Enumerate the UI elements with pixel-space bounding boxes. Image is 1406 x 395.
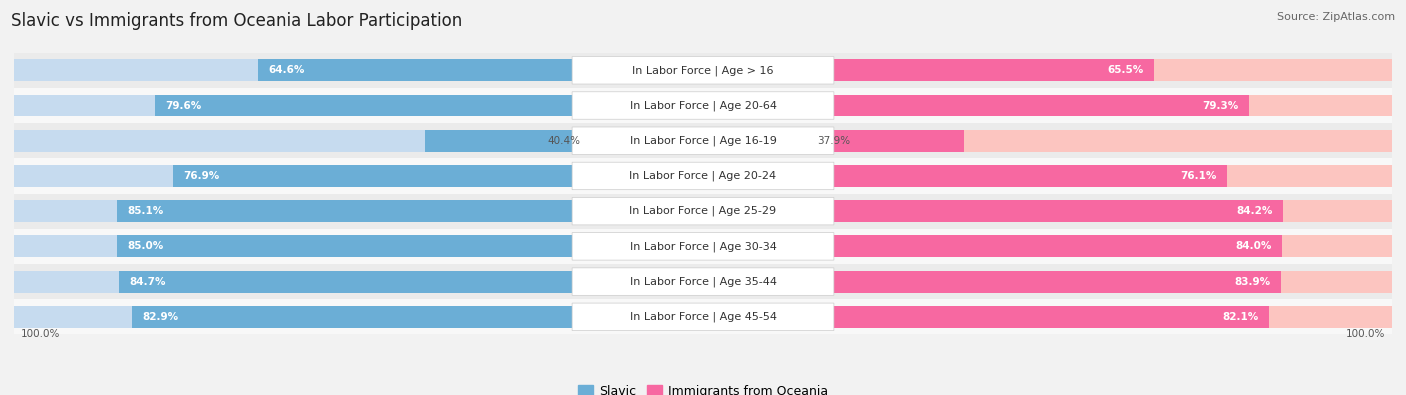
Text: 85.1%: 85.1% bbox=[127, 206, 163, 216]
Bar bbox=[703, 94, 1392, 117]
Text: 37.9%: 37.9% bbox=[817, 136, 851, 146]
Bar bbox=[703, 200, 1392, 222]
Bar bbox=[14, 88, 1392, 123]
FancyBboxPatch shape bbox=[572, 198, 834, 225]
Bar bbox=[14, 271, 703, 293]
Bar bbox=[120, 271, 703, 293]
Text: Slavic vs Immigrants from Oceania Labor Participation: Slavic vs Immigrants from Oceania Labor … bbox=[11, 12, 463, 30]
Text: 79.3%: 79.3% bbox=[1202, 100, 1239, 111]
Bar bbox=[703, 130, 965, 152]
Bar bbox=[703, 235, 1282, 257]
Bar bbox=[703, 94, 1250, 117]
Bar bbox=[14, 229, 1392, 264]
Bar bbox=[14, 94, 703, 117]
Bar bbox=[14, 306, 703, 328]
Bar bbox=[703, 130, 1392, 152]
Bar bbox=[257, 59, 703, 81]
Bar bbox=[14, 235, 703, 257]
Bar bbox=[14, 264, 1392, 299]
FancyBboxPatch shape bbox=[572, 162, 834, 190]
FancyBboxPatch shape bbox=[572, 303, 834, 331]
Text: In Labor Force | Age 35-44: In Labor Force | Age 35-44 bbox=[630, 276, 776, 287]
Text: 85.0%: 85.0% bbox=[128, 241, 165, 251]
Text: In Labor Force | Age 45-54: In Labor Force | Age 45-54 bbox=[630, 312, 776, 322]
Bar bbox=[117, 200, 703, 222]
Bar bbox=[14, 130, 703, 152]
FancyBboxPatch shape bbox=[572, 233, 834, 260]
Bar bbox=[425, 130, 703, 152]
Bar bbox=[703, 59, 1392, 81]
Bar bbox=[703, 165, 1227, 187]
Text: 100.0%: 100.0% bbox=[21, 329, 60, 339]
Bar bbox=[132, 306, 703, 328]
Bar bbox=[703, 306, 1268, 328]
Text: 76.9%: 76.9% bbox=[184, 171, 219, 181]
Text: 84.7%: 84.7% bbox=[129, 276, 166, 287]
Legend: Slavic, Immigrants from Oceania: Slavic, Immigrants from Oceania bbox=[578, 385, 828, 395]
FancyBboxPatch shape bbox=[572, 268, 834, 295]
Bar bbox=[14, 158, 1392, 194]
Bar bbox=[117, 235, 703, 257]
Text: 40.4%: 40.4% bbox=[547, 136, 581, 146]
Text: 82.9%: 82.9% bbox=[142, 312, 179, 322]
Bar bbox=[14, 53, 1392, 88]
Bar bbox=[703, 235, 1392, 257]
Text: 83.9%: 83.9% bbox=[1234, 276, 1271, 287]
Text: 65.5%: 65.5% bbox=[1108, 65, 1144, 75]
Bar bbox=[14, 123, 1392, 158]
Bar bbox=[14, 194, 1392, 229]
Text: 84.0%: 84.0% bbox=[1234, 241, 1271, 251]
Text: Source: ZipAtlas.com: Source: ZipAtlas.com bbox=[1277, 12, 1395, 22]
Text: 84.2%: 84.2% bbox=[1236, 206, 1272, 216]
Text: 64.6%: 64.6% bbox=[269, 65, 305, 75]
Text: In Labor Force | Age 16-19: In Labor Force | Age 16-19 bbox=[630, 135, 776, 146]
Text: In Labor Force | Age > 16: In Labor Force | Age > 16 bbox=[633, 65, 773, 75]
Bar bbox=[703, 200, 1284, 222]
Text: 82.1%: 82.1% bbox=[1222, 312, 1258, 322]
Text: 100.0%: 100.0% bbox=[1346, 329, 1385, 339]
Text: 79.6%: 79.6% bbox=[165, 100, 201, 111]
Bar bbox=[14, 299, 1392, 335]
FancyBboxPatch shape bbox=[572, 92, 834, 119]
FancyBboxPatch shape bbox=[572, 56, 834, 84]
Bar bbox=[703, 271, 1281, 293]
Bar bbox=[703, 59, 1154, 81]
Text: In Labor Force | Age 30-34: In Labor Force | Age 30-34 bbox=[630, 241, 776, 252]
Text: In Labor Force | Age 25-29: In Labor Force | Age 25-29 bbox=[630, 206, 776, 216]
Bar bbox=[173, 165, 703, 187]
Bar bbox=[703, 306, 1392, 328]
Bar bbox=[14, 165, 703, 187]
FancyBboxPatch shape bbox=[572, 127, 834, 154]
Bar bbox=[155, 94, 703, 117]
Bar bbox=[703, 165, 1392, 187]
Bar bbox=[703, 271, 1392, 293]
Bar bbox=[14, 200, 703, 222]
Text: In Labor Force | Age 20-24: In Labor Force | Age 20-24 bbox=[630, 171, 776, 181]
Bar bbox=[14, 59, 703, 81]
Text: 76.1%: 76.1% bbox=[1181, 171, 1218, 181]
Text: In Labor Force | Age 20-64: In Labor Force | Age 20-64 bbox=[630, 100, 776, 111]
